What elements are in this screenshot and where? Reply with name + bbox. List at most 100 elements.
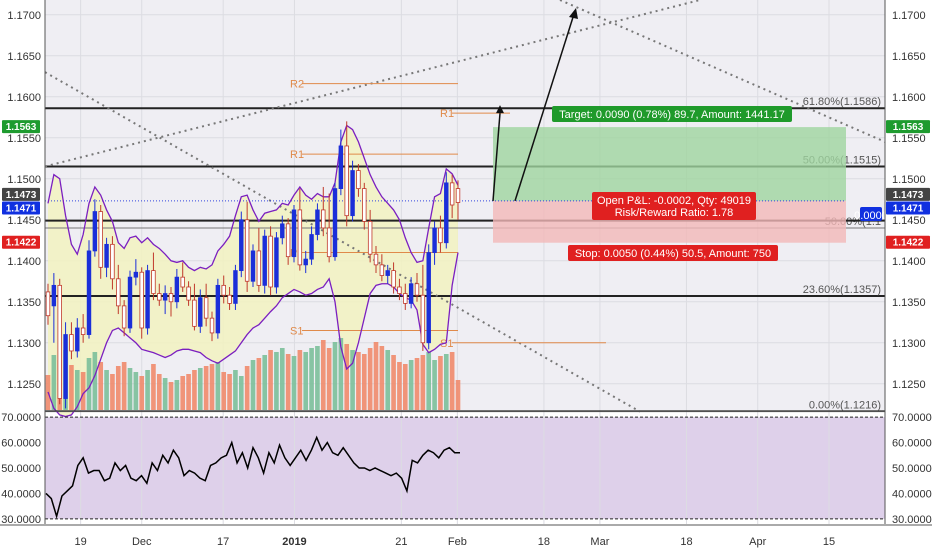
target-label-box[interactable] <box>552 106 792 122</box>
volume-bar <box>361 354 367 410</box>
candle-body <box>438 227 443 244</box>
volume-bar <box>408 360 414 410</box>
fib-level-label: 23.60%(1.1357) <box>803 284 881 296</box>
pivot-label: R1 <box>440 108 454 120</box>
rsi-tick-right: 70.0000 <box>892 412 932 424</box>
price-tick-left: 1.1350 <box>7 297 41 309</box>
candle-body <box>198 297 203 327</box>
volume-bar <box>104 370 109 410</box>
candle-body <box>127 276 133 329</box>
price-tag-right-text: 1.1563 <box>893 122 924 133</box>
price-tag-right <box>886 235 930 249</box>
volume-bar <box>139 376 145 410</box>
volume-bar <box>332 342 338 410</box>
candle-body <box>110 243 115 280</box>
volume-bar <box>115 366 121 410</box>
candle-body <box>186 286 191 301</box>
volume-bar <box>238 376 244 410</box>
candle-body <box>455 188 461 203</box>
pivot-label: R2 <box>290 79 304 91</box>
price-tag-right-text: 1.1422 <box>893 238 924 249</box>
candle-body <box>303 258 308 266</box>
price-tag-right <box>886 187 930 201</box>
volume-bar <box>379 346 385 410</box>
candle-body <box>233 270 238 304</box>
stop-label-box[interactable] <box>568 245 778 261</box>
candle-body <box>397 286 402 294</box>
target-label-text: Target: 0.0090 (0.78%) 89.7, Amount: 144… <box>559 109 785 121</box>
price-tick-left: 1.1250 <box>7 379 41 391</box>
candle-body <box>367 220 373 255</box>
volume-bar <box>86 358 92 410</box>
candle-body <box>350 170 355 217</box>
price-tick-right: 1.1600 <box>892 92 926 104</box>
candle-body <box>92 211 98 252</box>
price-tick-right: 1.1650 <box>892 51 926 63</box>
pnl-label[interactable]: Open P&L: -0.0002, Qty: 49019Risk/Reward… <box>592 192 756 220</box>
target-label[interactable]: Target: 0.0090 (0.78%) 89.7, Amount: 144… <box>552 106 792 122</box>
target-zone[interactable] <box>493 127 846 201</box>
price-tick-left: 1.1450 <box>7 215 41 227</box>
rsi-tick-right: 60.0000 <box>892 438 932 450</box>
volume-bar <box>233 370 238 410</box>
candle-body <box>362 188 367 222</box>
stop-label[interactable]: Stop: 0.0050 (0.44%) 50.5, Amount: 750 <box>568 245 778 261</box>
cursor-value-tag-box[interactable] <box>860 207 882 221</box>
volume-bar <box>127 368 133 410</box>
volume-bar <box>297 350 303 410</box>
volume-bar <box>338 338 344 410</box>
pivot-label: S1 <box>290 325 303 337</box>
candle-body <box>326 227 332 258</box>
price-tag-left <box>2 201 40 215</box>
candle-body <box>285 223 291 258</box>
candle-body <box>444 182 449 244</box>
price-tag-left <box>2 120 40 134</box>
volume-bar <box>192 370 197 410</box>
candle-body <box>121 305 127 329</box>
price-tick-right: 1.1550 <box>892 133 926 145</box>
volume-bar <box>350 350 355 410</box>
candle-body <box>344 145 349 217</box>
candle-body <box>432 227 437 253</box>
time-tick-label: 2019 <box>282 536 306 548</box>
volume-bar <box>385 350 391 410</box>
volume-bar <box>420 355 426 410</box>
candle-body <box>174 276 180 303</box>
rsi-axis-labels: 30.0000 30.0000 40.0000 40.0000 50.0000 50.00… <box>1 412 932 526</box>
volume-bar <box>326 348 332 410</box>
projection-arrow-short <box>492 113 501 201</box>
candle-body <box>192 299 197 327</box>
candle-body <box>133 271 139 278</box>
volume-bar <box>186 374 191 410</box>
rsi-line <box>45 435 460 520</box>
volume-bar <box>397 362 402 410</box>
price-tick-left: 1.1650 <box>7 51 41 63</box>
candle-body <box>426 252 431 344</box>
rsi-tick-right: 30.0000 <box>892 514 932 526</box>
candle-body <box>180 276 185 288</box>
volume-bar <box>373 342 379 410</box>
time-tick-label: Dec <box>132 536 152 548</box>
candle-body <box>385 270 390 276</box>
volume-bar <box>268 350 273 410</box>
projection-arrow-long <box>514 13 575 202</box>
rsi-tick-left: 30.0000 <box>1 514 41 526</box>
candle-body <box>45 291 51 317</box>
volume-bar <box>180 376 186 410</box>
volume-bar <box>315 346 320 410</box>
time-tick-label: 18 <box>680 536 692 548</box>
price-tag-left-text: 1.1422 <box>6 238 37 249</box>
volume-bar <box>203 366 209 410</box>
candle-body <box>379 264 385 276</box>
volume-bar <box>455 380 461 410</box>
price-tick-left: 1.1300 <box>7 338 41 350</box>
candle-body <box>209 317 215 334</box>
stop-label-text: Stop: 0.0050 (0.44%) 50.5, Amount: 750 <box>575 248 771 260</box>
candle-body <box>221 284 226 296</box>
pnl-label-box[interactable] <box>592 192 756 220</box>
candle-body <box>86 250 92 335</box>
fib-level-label: 61.80%(1.1586) <box>803 96 881 108</box>
cursor-value-tag[interactable]: 0.0000 <box>854 207 888 222</box>
